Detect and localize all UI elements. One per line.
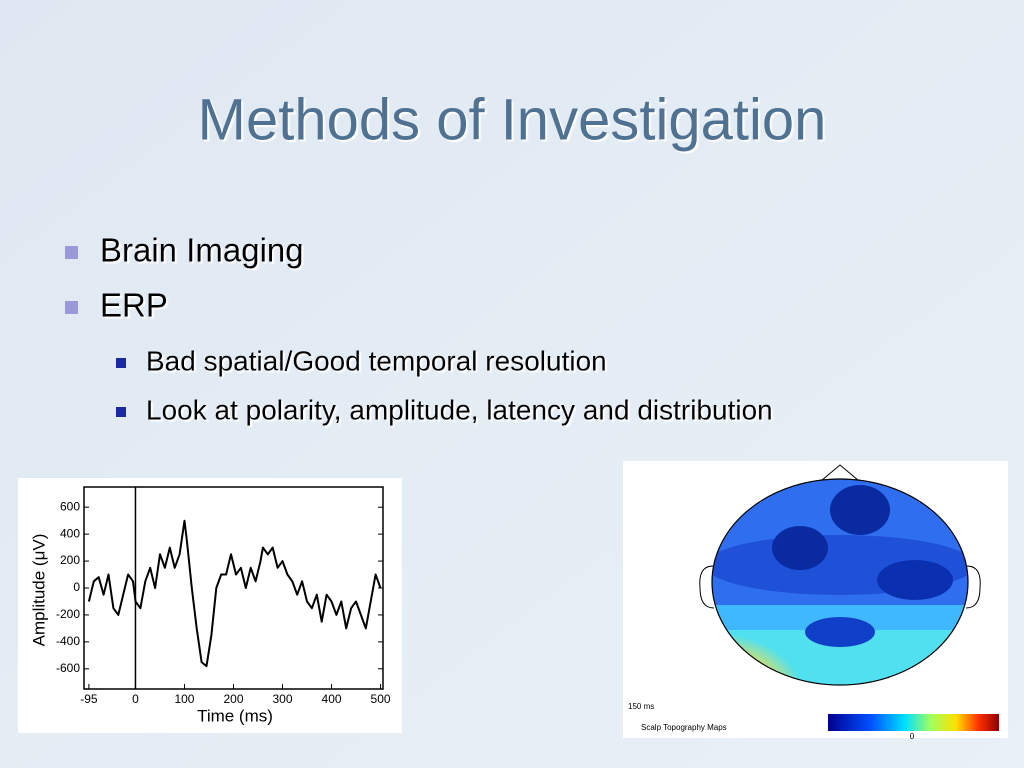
scalp-caption: Scalp Topography Maps: [641, 723, 727, 732]
y-tick-label: 400: [60, 526, 80, 540]
bullet-text: Look at polarity, amplitude, latency and…: [146, 394, 773, 425]
x-tick-label: 300: [273, 692, 293, 706]
x-tick-label: 500: [371, 692, 391, 706]
bullet-list: Brain Imaging ERP Bad spatial/Good tempora…: [65, 232, 773, 425]
x-tick-label: -95: [80, 692, 98, 706]
y-axis-label: Amplitude (μV): [29, 534, 48, 647]
x-axis-label: Time (ms): [197, 706, 273, 725]
erp-panel: [18, 478, 402, 733]
x-tick-label: 100: [174, 692, 194, 706]
bullet-text: ERP: [100, 287, 168, 324]
bullet-marker: [116, 358, 126, 368]
x-tick-label: 0: [132, 692, 139, 706]
bullet-marker: [65, 246, 78, 259]
bullet-marker: [116, 407, 126, 417]
scale-label: 0: [910, 732, 915, 741]
erp-chart: Time (ms) Amplitude (μV) 600 400 200 0 -200 -…: [29, 486, 391, 725]
y-tick-label: 200: [60, 553, 80, 567]
left-ear: [699, 565, 715, 609]
right-ear: [965, 565, 981, 609]
head-outline: [711, 478, 969, 686]
bullet-marker: [65, 301, 78, 314]
bullet-text: Bad spatial/Good temporal resolution: [146, 345, 607, 376]
x-tick-label: 400: [322, 692, 342, 706]
bullet-text: Brain Imaging: [100, 232, 304, 269]
y-tick-label: 600: [60, 499, 80, 513]
y-tick-label: -600: [56, 661, 80, 675]
slide-title: Methods of Investigation: [198, 87, 827, 152]
y-tick-label: -400: [56, 634, 80, 648]
erp-line: [87, 519, 382, 668]
y-tick-label: 0: [73, 580, 80, 594]
y-tick-label: -200: [56, 607, 80, 621]
color-scale: [828, 714, 999, 731]
time-label: 150 ms: [628, 702, 654, 711]
x-tick-label: 200: [223, 692, 243, 706]
